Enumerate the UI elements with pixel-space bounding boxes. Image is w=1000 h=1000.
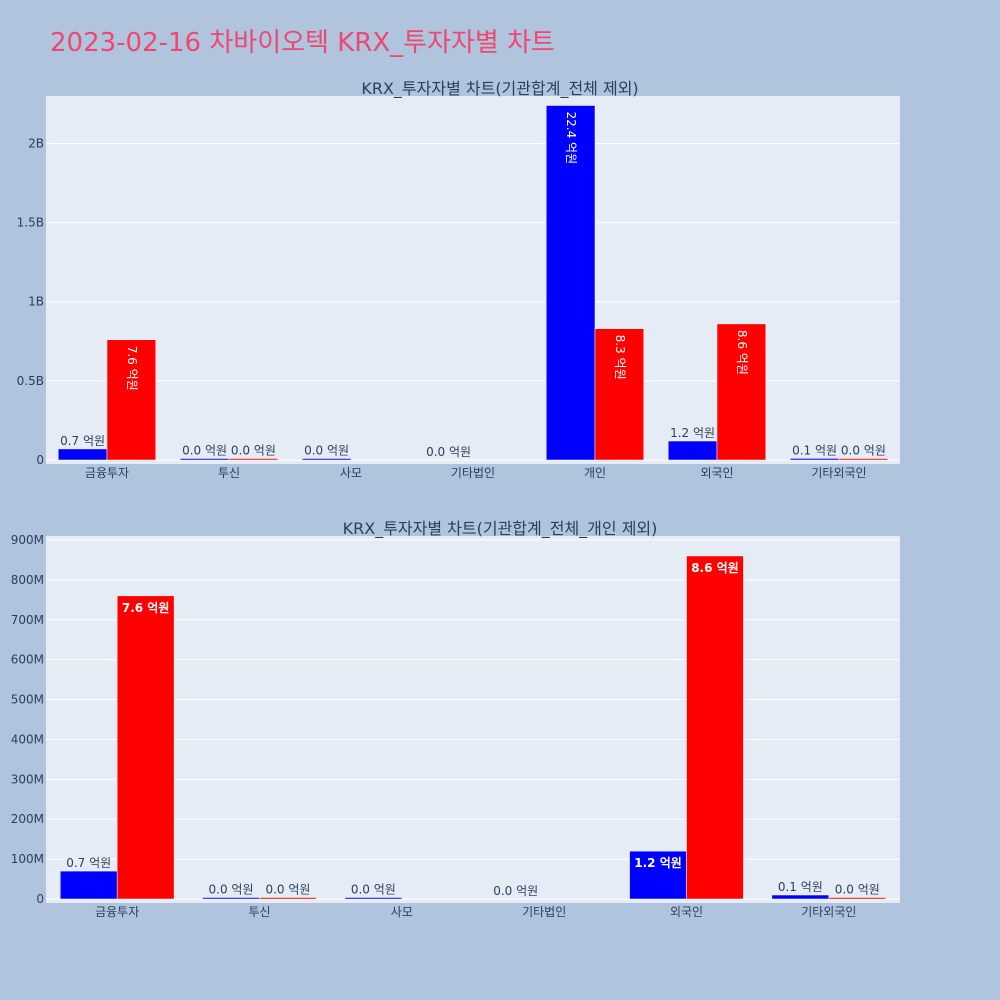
x-tick-label: 기타법인 — [522, 905, 566, 919]
data-label: 0.1 억원 — [778, 880, 823, 894]
data-label: 7.6 억원 — [122, 601, 170, 615]
x-tick-label: 개인 — [584, 466, 606, 480]
bar — [106, 339, 157, 461]
x-tick-label: 기타외국인 — [801, 905, 856, 919]
x-tick-label: 사모 — [340, 466, 362, 480]
bar — [259, 897, 317, 900]
bar — [116, 595, 175, 900]
plot-area — [46, 536, 900, 903]
data-label: 1.2 억원 — [670, 426, 715, 440]
data-label: 0.7 억원 — [60, 434, 105, 448]
bar — [771, 894, 830, 900]
y-tick-label: 200M — [11, 812, 44, 826]
x-tick-label: 투신 — [248, 905, 270, 919]
data-label: 0.7 억원 — [66, 856, 111, 870]
bar — [57, 448, 108, 461]
x-tick-label: 외국인 — [700, 466, 733, 480]
page-title: 2023-02-16 차바이오텍 KRX_투자자별 차트 — [50, 28, 555, 58]
bar — [828, 897, 887, 900]
y-tick-label: 700M — [11, 613, 44, 627]
data-label: 0.0 억원 — [265, 883, 310, 897]
bar — [545, 105, 596, 461]
y-tick-label: 500M — [11, 693, 44, 707]
y-tick-label: 100M — [11, 852, 44, 866]
bar — [716, 323, 767, 461]
bar — [594, 328, 645, 461]
x-tick-label: 기타외국인 — [811, 466, 866, 480]
chart-title: KRX_투자자별 차트(기관합계_전체 제외) — [361, 79, 638, 99]
data-label: 22.4 억원 — [564, 111, 578, 164]
data-label: 8.3 억원 — [613, 335, 627, 380]
bar — [629, 850, 687, 900]
y-tick-label: 2B — [28, 136, 44, 150]
y-tick-label: 400M — [11, 732, 44, 746]
data-label: 0.0 억원 — [209, 883, 254, 897]
data-label: 0.0 억원 — [182, 444, 227, 458]
y-tick-label: 1.5B — [17, 216, 44, 230]
bar — [667, 440, 718, 461]
bar — [344, 897, 403, 900]
bar — [202, 897, 260, 900]
data-label: 1.2 억원 — [634, 856, 682, 870]
data-label: 0.0 억원 — [493, 884, 538, 898]
data-label: 8.6 억원 — [691, 561, 739, 575]
data-label: 7.6 억원 — [125, 346, 139, 391]
bar — [686, 555, 744, 900]
data-label: 0.0 억원 — [426, 445, 471, 459]
bar — [179, 458, 230, 461]
x-tick-label: 사모 — [391, 905, 413, 919]
data-label: 0.0 억원 — [351, 883, 396, 897]
bar — [301, 458, 352, 461]
y-tick-label: 0.5B — [17, 374, 44, 388]
y-tick-label: 900M — [11, 533, 44, 547]
data-label: 0.0 억원 — [835, 883, 880, 897]
data-label: 0.0 억원 — [841, 444, 886, 458]
bar — [789, 458, 840, 461]
y-tick-label: 0 — [36, 453, 44, 467]
y-tick-label: 800M — [11, 573, 44, 587]
x-tick-label: 금융투자 — [85, 466, 129, 480]
x-tick-label: 외국인 — [670, 905, 703, 919]
y-tick-label: 300M — [11, 772, 44, 786]
y-tick-label: 600M — [11, 653, 44, 667]
data-label: 8.6 억원 — [735, 330, 749, 375]
chart-investor-all: KRX_투자자별 차트(기관합계_전체 제외) 0 0.5B 1B 1.5B 2B 금융투자… — [17, 79, 900, 480]
x-tick-label: 기타법인 — [451, 466, 495, 480]
data-label: 0.0 억원 — [304, 444, 349, 458]
data-label: 0.0 억원 — [231, 444, 276, 458]
x-tick-label: 투신 — [218, 466, 240, 480]
bar — [838, 458, 889, 461]
data-label: 0.1 억원 — [792, 443, 837, 457]
y-tick-label: 0 — [36, 892, 44, 906]
bar — [59, 870, 118, 900]
bar — [228, 458, 279, 461]
x-tick-label: 금융투자 — [95, 905, 139, 919]
y-tick-label: 1B — [28, 295, 44, 309]
chart-title: KRX_투자자별 차트(기관합계_전체_개인 제외) — [343, 519, 658, 539]
chart-investor-excl-individual: KRX_투자자별 차트(기관합계_전체_개인 제외) 0 100M 200M 300M 4… — [11, 519, 900, 919]
plot-area — [46, 96, 900, 464]
